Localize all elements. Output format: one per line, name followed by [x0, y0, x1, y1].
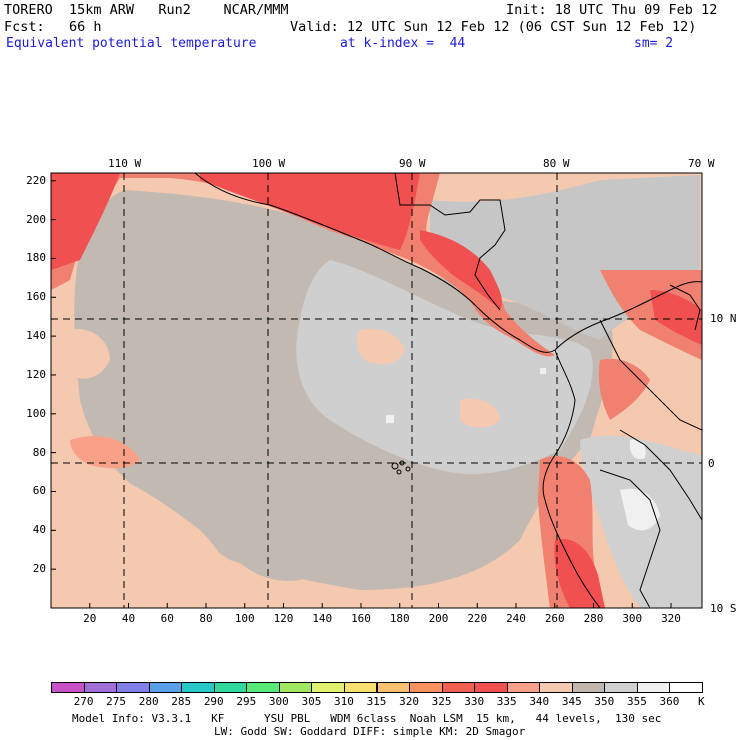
x-tick-label: 80 — [199, 612, 213, 625]
y-tick-label: 220 — [26, 173, 46, 187]
colorbar-label: 305 — [301, 695, 322, 708]
colorbar-label: 285 — [171, 695, 192, 708]
colorbar-swatch — [83, 682, 118, 693]
model-info: Model Info: V3.3.1 KF YSU PBL WDM 6class… — [72, 712, 662, 725]
lon-label-110w: 110 W — [108, 157, 142, 170]
x-tick-label: 60 — [160, 612, 174, 625]
colorbar-swatch — [181, 682, 215, 693]
y-tick-label: 20 — [32, 562, 46, 576]
y-tick-label: 120 — [26, 367, 46, 381]
colorbar-swatch — [343, 682, 378, 693]
x-tick-label: 300 — [622, 612, 643, 625]
colorbar-label: 290 — [203, 695, 224, 708]
x-tick-label: 320 — [661, 612, 681, 625]
valid-time: Valid: 12 UTC Sun 12 Feb 12 (06 CST Sun … — [290, 19, 697, 35]
y-tick-label: 160 — [26, 290, 46, 304]
colorbar-label: 310 — [334, 695, 354, 708]
y-tick-label: 140 — [26, 329, 46, 343]
y-tick-label: 180 — [26, 251, 46, 265]
x-axis-ticks — [89, 603, 672, 608]
latlon-grid — [51, 173, 702, 608]
colorbar-swatch — [539, 682, 573, 693]
plot-frame — [50, 172, 703, 609]
lat-label-10n: 10 N — [710, 312, 737, 325]
y-axis-ticks — [51, 180, 56, 570]
x-tick-label: 260 — [544, 612, 565, 625]
x-tick-label: 200 — [428, 612, 449, 625]
colorbar-label: 325 — [431, 695, 452, 708]
x-tick-label: 140 — [312, 612, 333, 625]
colorbar-label: 300 — [268, 695, 289, 708]
colorbar-swatch — [474, 682, 508, 693]
colorbar-label: 315 — [366, 695, 387, 708]
lat-label-0: 0 — [708, 457, 715, 470]
colorbar-label: 275 — [106, 695, 127, 708]
x-tick-label: 120 — [273, 612, 294, 625]
smoothing-value: sm= 2 — [634, 36, 674, 51]
colorbar-swatch — [409, 682, 443, 693]
x-tick-label: 20 — [83, 612, 97, 625]
colorbar-swatch — [604, 682, 638, 693]
init-time: Init: 18 UTC Thu 09 Feb 12 — [506, 2, 718, 18]
x-tick-label: 160 — [351, 612, 371, 625]
y-tick-label: 80 — [32, 445, 46, 459]
colorbar-label: 360 — [659, 695, 680, 708]
colorbar-label: 340 — [529, 695, 550, 708]
x-tick-label: 240 — [506, 612, 526, 625]
colorbar-swatch — [376, 682, 411, 693]
y-tick-label: 60 — [32, 484, 46, 498]
colorbar-label: 345 — [561, 695, 582, 708]
colorbar-label: 270 — [73, 695, 94, 708]
colorbar-swatch — [148, 682, 183, 693]
colorbar-swatch — [213, 682, 248, 693]
physics-info: LW: Godd SW: Goddard DIFF: simple KM: 2D… — [214, 725, 526, 738]
x-tick-label: 100 — [234, 612, 255, 625]
theta-e-field — [51, 173, 702, 608]
x-tick-label: 220 — [467, 612, 488, 625]
colorbar-swatch — [311, 682, 345, 693]
y-tick-label: 100 — [26, 406, 46, 420]
colorbar-label: 330 — [464, 695, 485, 708]
x-tick-label: 280 — [583, 612, 604, 625]
x-tick-label: 180 — [389, 612, 410, 625]
colorbar-swatch — [51, 682, 85, 693]
x-tick-label: 40 — [121, 612, 136, 625]
colorbar-label: 280 — [138, 695, 159, 708]
colorbar-label: 295 — [236, 695, 257, 708]
colorbar-label: 355 — [626, 695, 647, 708]
colorbar-swatch — [669, 682, 703, 693]
lon-label-100w: 100 W — [252, 157, 286, 170]
colorbar-label: 335 — [496, 695, 517, 708]
colorbar-swatch — [246, 682, 280, 693]
colorbar-swatch — [441, 682, 476, 693]
colorbar-swatch — [506, 682, 541, 693]
coastlines — [194, 173, 702, 608]
colorbar-swatch — [278, 682, 313, 693]
y-tick-label: 40 — [32, 523, 46, 537]
lon-label-80w: 80 W — [543, 157, 570, 170]
lon-label-70w: 70 W — [688, 157, 715, 170]
colorbar-unit: K — [698, 695, 705, 708]
colorbar-swatch — [116, 682, 150, 693]
forecast-hour: Fcst: 66 h — [4, 19, 102, 35]
lat-label-10s: 10 S — [710, 602, 737, 615]
level-index: at k-index = 44 — [340, 36, 466, 51]
lon-label-90w: 90 W — [399, 157, 426, 170]
field-name: Equivalent potential temperature — [6, 36, 257, 51]
colorbar-label: 320 — [399, 695, 419, 708]
model-title: TORERO 15km ARW Run2 NCAR/MMM — [4, 2, 289, 18]
colorbar-label: 350 — [594, 695, 615, 708]
y-tick-label: 200 — [26, 212, 46, 226]
colorbar-swatch — [636, 682, 671, 693]
colorbar-swatch — [571, 682, 606, 693]
